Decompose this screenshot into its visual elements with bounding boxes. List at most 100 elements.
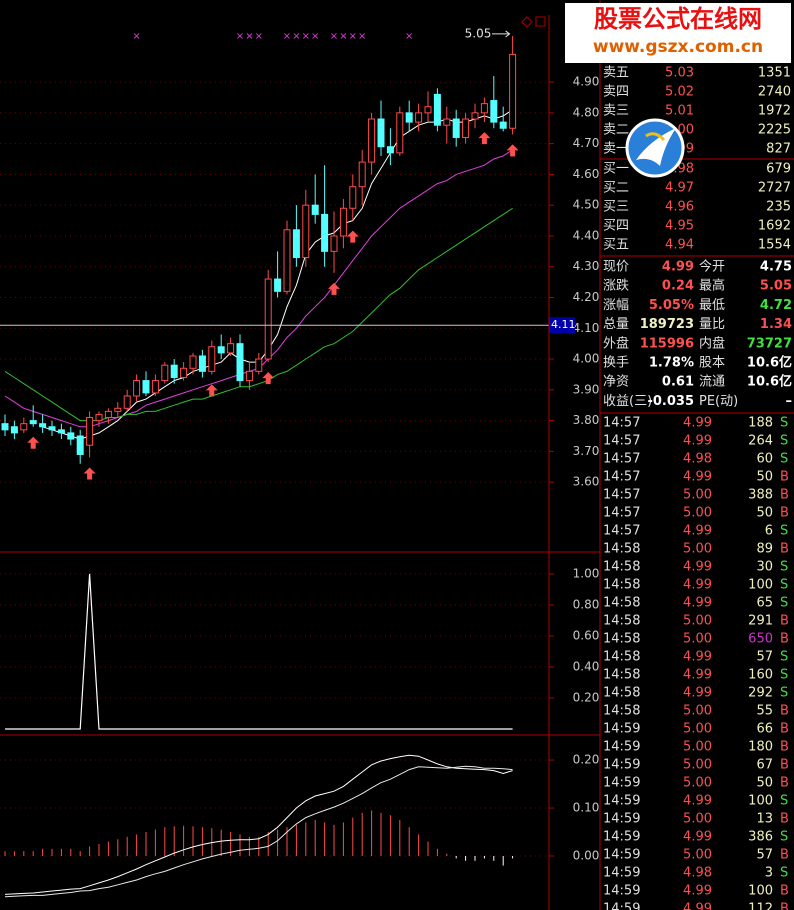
quote-value: 73727 [747,336,792,351]
trade-side: S [780,650,788,665]
top-marker: × [245,31,253,42]
book-price: 5.01 [665,104,694,119]
book-volume: 1351 [758,66,791,81]
quote-label: PE(动) [699,394,738,409]
trade-price: 5.00 [683,614,712,629]
candle-body [321,213,329,252]
book-volume: 2727 [758,181,791,196]
trade-volume: 112 [748,902,773,910]
trade-price: 4.99 [683,668,712,683]
trade-time: 14:57 [603,506,640,521]
top-marker: × [358,31,366,42]
trade-volume: 160 [748,668,773,683]
y-tick-label: 3.80 [573,413,600,427]
top-marker: × [283,31,291,42]
trade-price: 5.00 [683,632,712,647]
book-price: 4.95 [665,219,694,234]
y-tick-label: 0.60 [573,628,600,642]
candle-body [10,426,18,434]
trade-side: S [780,668,788,683]
candle-body [20,423,28,431]
quote-label: 今开 [699,259,725,275]
trade-price: 5.00 [683,812,712,827]
candle-body [358,161,366,188]
candle-body [95,413,103,422]
candle-body [264,278,272,360]
trade-side: B [780,632,789,647]
quote-value: 5.05 [760,279,792,294]
candle-body [170,364,178,379]
book-label: 卖二 [603,123,629,138]
trade-side: S [780,578,788,593]
top-marker: × [349,31,357,42]
buy-signal [328,282,340,295]
candle-body [330,235,338,252]
trade-price: 4.99 [683,902,712,910]
trade-time: 14:59 [603,740,640,755]
book-label: 买三 [603,200,629,215]
top-marker: × [292,31,300,42]
candle-body [161,364,169,382]
trade-side: S [780,866,788,881]
candle-body [349,186,357,209]
y-tick-label: 4.10 [573,321,600,335]
quote-label: 内盘 [699,335,725,351]
book-price: 5.03 [665,66,694,81]
trade-time: 14:59 [603,722,640,737]
trade-volume: 291 [748,614,773,629]
candle-body [48,426,56,431]
watermark-box [565,3,791,63]
trade-side: B [780,902,789,910]
trade-volume: 386 [748,830,773,845]
candle-body [424,106,432,114]
candle-body [142,380,150,394]
quote-label: 量比 [699,317,725,332]
y-tick-label: 4.40 [573,228,600,242]
candle-body [339,207,347,237]
book-label: 买四 [603,219,629,234]
quote-value: 115996 [640,336,694,351]
buy-signal [478,132,491,145]
candle-body [86,417,94,446]
watermark-title: 股票公式在线网 [594,5,762,33]
trade-side: B [780,812,789,827]
trade-time: 14:59 [603,902,640,910]
book-volume: 235 [766,200,791,215]
trade-volume: 30 [756,560,773,575]
trade-price: 4.98 [683,866,712,881]
top-marker: × [330,31,338,42]
trade-time: 14:57 [603,488,640,503]
book-price: 4.94 [665,238,694,253]
candle-body [377,118,385,148]
book-volume: 1554 [758,238,791,253]
top-marker: × [132,31,140,42]
window-icon[interactable] [535,16,546,27]
trade-side: B [780,506,789,521]
trade-time: 14:58 [603,542,640,557]
trade-side: S [780,452,788,467]
y-tick-label: 4.00 [573,352,600,366]
trade-price: 4.99 [683,416,712,431]
quote-value: 4.75 [760,260,792,275]
quote-label: 外盘 [603,335,629,351]
book-label: 卖三 [603,104,629,119]
trade-side: S [780,596,788,611]
candle-body [405,112,413,123]
quote-label: 总量 [603,317,629,332]
trade-time: 14:58 [603,686,640,701]
top-marker: × [236,31,244,42]
window-icon[interactable] [521,16,533,28]
y-tick-label: 0.10 [573,801,600,815]
candle-body [245,370,253,382]
candle-body [227,343,235,354]
quote-label: 流通 [699,375,725,390]
trade-time: 14:59 [603,884,640,899]
trade-volume: 292 [748,686,773,701]
trade-price: 4.99 [683,650,712,665]
reference-tag [549,317,575,334]
y-tick-label: 0.20 [573,690,600,704]
book-volume: 2225 [758,123,791,138]
trade-price: 4.99 [683,560,712,575]
y-tick-label: 4.70 [573,136,600,150]
trade-price: 5.00 [683,542,712,557]
